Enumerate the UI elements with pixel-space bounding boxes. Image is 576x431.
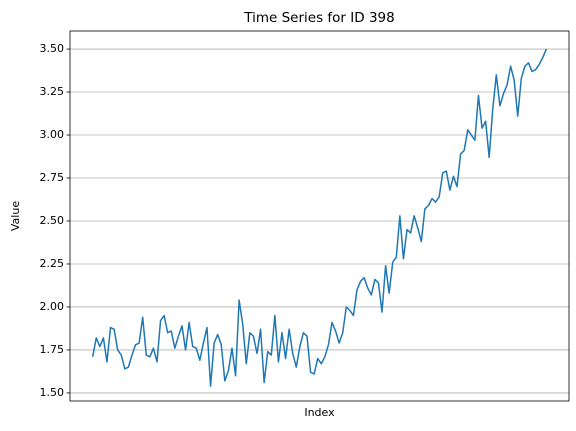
y-tick-label: 2.00 [40, 300, 65, 313]
y-tick-label: 1.75 [40, 343, 65, 356]
y-tick-label: 1.50 [40, 386, 65, 399]
y-tick-label: 3.50 [40, 42, 65, 55]
y-tick-label: 2.50 [40, 214, 65, 227]
axes-frame [69, 30, 570, 402]
y-tick-label: 3.00 [40, 128, 65, 141]
y-tick-label: 3.25 [40, 85, 65, 98]
y-axis-label: Value [9, 201, 22, 231]
y-tick-label: 2.75 [40, 171, 65, 184]
y-tick-label: 2.25 [40, 257, 65, 270]
line-series [91, 48, 548, 387]
x-axis-label: Index [304, 406, 335, 419]
chart-title: Time Series for ID 398 [243, 10, 394, 26]
